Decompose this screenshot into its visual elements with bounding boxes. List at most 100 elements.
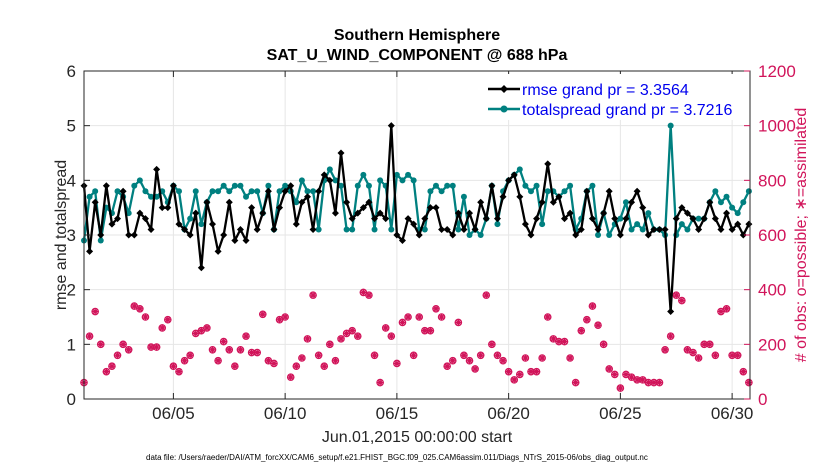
totalspread-point <box>215 188 222 195</box>
obs-assimilated-marker <box>739 368 747 376</box>
obs-point <box>108 362 116 371</box>
right-tick-label: 0 <box>758 390 767 409</box>
obs-assimilated-marker <box>521 354 529 362</box>
obs-point <box>398 318 407 327</box>
rmse-point <box>421 215 429 223</box>
rmse-point <box>287 182 295 190</box>
obs-assimilated-marker <box>421 327 429 335</box>
obs-assimilated-marker <box>309 291 317 299</box>
rmse-point <box>114 215 122 223</box>
obs-point <box>337 335 345 343</box>
totalspread-point <box>717 199 724 206</box>
rmse-point <box>644 231 652 239</box>
rmse-point <box>169 182 177 190</box>
rmse-point <box>544 160 552 168</box>
obs-point <box>365 291 373 299</box>
totalspread-point <box>561 188 568 195</box>
rmse-line <box>82 124 750 313</box>
totalspread-point <box>282 182 289 189</box>
rmse-point <box>477 198 485 206</box>
obs-point <box>689 348 697 357</box>
totalspread-point <box>349 226 356 233</box>
obs-assimilated-marker <box>661 346 669 354</box>
obs-point <box>236 345 245 354</box>
obs-point <box>208 345 217 354</box>
rmse-point <box>426 204 434 212</box>
rmse-point <box>661 226 669 234</box>
legend-entry-rmse: rmse grand pr = 3.3564 <box>488 82 689 99</box>
obs-point <box>175 367 183 376</box>
rmse-point <box>482 215 490 223</box>
rmse-point <box>348 215 356 223</box>
obs-point <box>655 378 664 387</box>
y-tick-label: 3 <box>67 226 76 245</box>
totalspread-point <box>237 182 244 189</box>
obs-assimilated-marker <box>728 351 736 359</box>
x-tick-label: 06/15 <box>376 404 419 423</box>
obs-assimilated-marker <box>460 351 468 359</box>
obs-point <box>353 332 362 340</box>
totalspread-point <box>622 199 629 206</box>
rmse-point <box>242 236 250 244</box>
rmse-point <box>711 215 719 223</box>
rmse-point <box>706 198 714 206</box>
totalspread-point <box>354 182 361 189</box>
obs-point <box>476 351 485 360</box>
obs-assimilated-marker <box>242 332 250 340</box>
totalspread-point <box>745 188 752 195</box>
obs-assimilated-marker <box>482 291 490 299</box>
obs-series <box>80 288 753 392</box>
obs-assimilated-marker <box>527 368 535 376</box>
rmse-point <box>214 247 222 255</box>
rmse-point <box>91 198 99 206</box>
totalspread-point <box>332 177 339 184</box>
rmse-point <box>253 226 261 234</box>
totalspread-point <box>365 182 372 189</box>
rmse-point <box>588 215 596 223</box>
totalspread-point <box>393 171 400 178</box>
obs-point <box>281 313 289 321</box>
totalspread-point <box>315 226 322 233</box>
rmse-point <box>488 182 496 190</box>
rmse-point <box>639 204 647 212</box>
rmse-point <box>700 215 708 223</box>
rmse-point <box>181 226 189 234</box>
obs-assimilated-marker <box>192 329 200 337</box>
rmse-point <box>667 308 675 316</box>
obs-assimilated-marker <box>415 313 423 321</box>
obs-point <box>370 351 379 360</box>
obs-point <box>426 326 435 335</box>
obs-assimilated-marker <box>695 354 703 362</box>
obs-point <box>739 367 748 376</box>
totalspread-point <box>684 226 691 233</box>
obs-point <box>326 340 334 349</box>
totalspread-point <box>148 193 155 200</box>
obs-assimilated-marker <box>493 351 501 359</box>
obs-assimilated-marker <box>404 313 412 321</box>
rmse-point <box>616 231 624 239</box>
obs-point <box>678 296 686 305</box>
obs-point <box>376 378 384 387</box>
totalspread-point <box>695 215 702 222</box>
rmse-point <box>527 231 535 239</box>
rmse-point <box>695 226 703 234</box>
obs-assimilated-marker <box>209 346 217 354</box>
totalspread-point <box>410 177 417 184</box>
obs-assimilated-marker <box>588 302 596 310</box>
rmse-point <box>443 226 451 234</box>
totalspread-point <box>97 237 104 244</box>
obs-point <box>85 332 94 340</box>
obs-assimilated-marker <box>683 346 691 354</box>
totalspread-point <box>209 188 216 195</box>
rmse-point <box>86 247 94 255</box>
obs-point <box>169 362 178 371</box>
legend-box <box>484 74 746 120</box>
obs-assimilated-marker <box>382 324 390 332</box>
obs-assimilated-marker <box>91 308 99 316</box>
obs-assimilated-marker <box>303 335 311 343</box>
totalspread-point <box>377 177 384 184</box>
obs-assimilated-marker <box>544 313 552 321</box>
obs-point <box>448 356 457 365</box>
